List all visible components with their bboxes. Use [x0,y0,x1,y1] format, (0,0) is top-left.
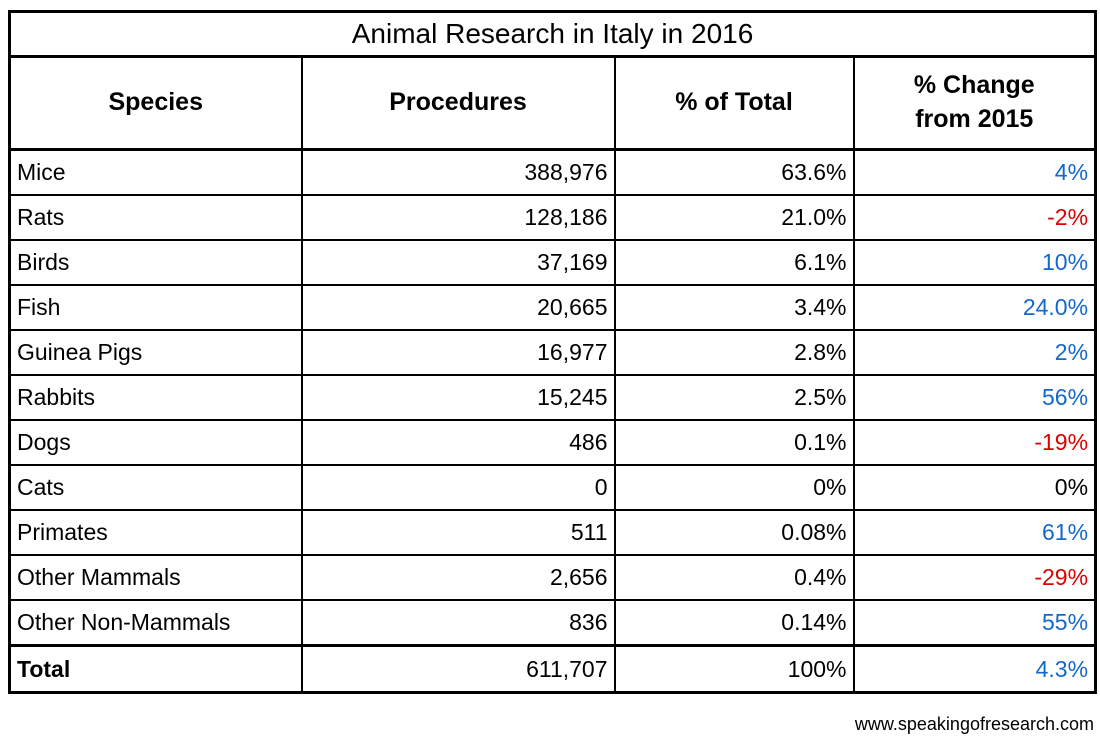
procedures-cell: 15,245 [300,374,616,421]
procedures-cell: 0 [300,464,616,511]
animal-research-table: Animal Research in Italy in 2016 Species… [8,10,1098,694]
procedures-cell: 16,977 [300,329,616,376]
species-cell: Other Non-Mammals [8,599,303,647]
table-row: Fish 20,665 3.4% 24.0% [8,284,1097,331]
pct-change-cell: 4% [852,148,1097,196]
table-row: Dogs 486 0.1% -19% [8,419,1097,466]
pct-total-cell: 2.8% [613,329,855,376]
procedures-cell: 511 [300,509,616,556]
procedures-cell: 388,976 [300,148,616,196]
column-header-species: Species [8,55,303,151]
pct-total-cell: 0.1% [613,419,855,466]
pct-total-cell: 6.1% [613,239,855,286]
species-cell: Mice [8,148,303,196]
table-title-row: Animal Research in Italy in 2016 [8,10,1097,58]
column-header-procedures: Procedures [300,55,616,151]
table-body: Mice 388,976 63.6% 4% Rats 128,186 21.0%… [8,148,1097,647]
pct-total-cell: 0.4% [613,554,855,601]
species-cell: Rats [8,194,303,241]
pct-change-cell: 61% [852,509,1097,556]
pct-change-cell: -2% [852,194,1097,241]
pct-change-cell: 2% [852,329,1097,376]
pct-total-cell: 0.14% [613,599,855,647]
species-cell: Fish [8,284,303,331]
pct-change-cell: 24.0% [852,284,1097,331]
table-row: Other Mammals 2,656 0.4% -29% [8,554,1097,601]
species-cell: Birds [8,239,303,286]
column-header-pct-total: % of Total [613,55,855,151]
table-row: Rats 128,186 21.0% -2% [8,194,1097,241]
pct-total-cell: 63.6% [613,148,855,196]
table-row: Rabbits 15,245 2.5% 56% [8,374,1097,421]
pct-total-cell: 0.08% [613,509,855,556]
column-header-pct-change: % Change from 2015 [852,55,1097,151]
pct-total-cell: 3.4% [613,284,855,331]
pct-total-cell: 0% [613,464,855,511]
table-row: Mice 388,976 63.6% 4% [8,148,1097,196]
species-cell: Primates [8,509,303,556]
table-row: Birds 37,169 6.1% 10% [8,239,1097,286]
total-label-cell: Total [8,644,303,694]
pct-total-cell: 21.0% [613,194,855,241]
pct-change-cell: -29% [852,554,1097,601]
species-cell: Rabbits [8,374,303,421]
table-row: Primates 511 0.08% 61% [8,509,1097,556]
table-header-row: Species Procedures % of Total % Change f… [8,55,1097,151]
pct-total-cell: 2.5% [613,374,855,421]
procedures-cell: 20,665 [300,284,616,331]
procedures-cell: 836 [300,599,616,647]
species-cell: Dogs [8,419,303,466]
table-title: Animal Research in Italy in 2016 [8,10,1097,58]
source-url: www.speakingofresearch.com [854,714,1094,734]
total-procedures-cell: 611,707 [300,644,616,694]
species-cell: Guinea Pigs [8,329,303,376]
pct-change-cell: 10% [852,239,1097,286]
table-row: Other Non-Mammals 836 0.14% 55% [8,599,1097,647]
species-cell: Cats [8,464,303,511]
procedures-cell: 128,186 [300,194,616,241]
pct-change-cell: 0% [852,464,1097,511]
species-cell: Other Mammals [8,554,303,601]
pct-change-cell: 56% [852,374,1097,421]
procedures-cell: 486 [300,419,616,466]
total-change-cell: 4.3% [852,644,1097,694]
total-pct-total-cell: 100% [613,644,855,694]
table-row: Cats 0 0% 0% [8,464,1097,511]
procedures-cell: 2,656 [300,554,616,601]
pct-change-cell: 55% [852,599,1097,647]
table-row: Guinea Pigs 16,977 2.8% 2% [8,329,1097,376]
pct-change-cell: -19% [852,419,1097,466]
procedures-cell: 37,169 [300,239,616,286]
total-row: Total 611,707 100% 4.3% [8,644,1097,694]
